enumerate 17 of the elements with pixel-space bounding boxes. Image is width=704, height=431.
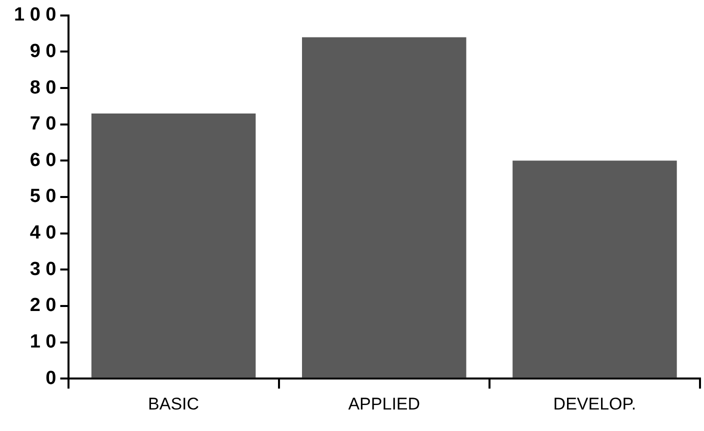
y-tick-label: 8 0: [30, 77, 56, 98]
y-tick-label: 9 0: [30, 40, 56, 62]
y-tick-label: 3 0: [30, 258, 56, 280]
bar: [512, 160, 677, 378]
x-tick-label: DEVELOP.: [553, 394, 636, 414]
x-tick-label: APPLIED: [348, 394, 420, 414]
bar: [302, 37, 466, 378]
y-tick-label: 7 0: [30, 114, 56, 135]
y-tick-label: 1 0: [30, 332, 56, 353]
y-tick-label: 0: [46, 368, 56, 389]
y-tick-label: 1 0 0: [14, 4, 56, 26]
y-tick-label: 6 0: [30, 150, 56, 171]
y-tick-label: 5 0: [30, 186, 56, 208]
bar: [91, 113, 256, 378]
x-tick-label: BASIC: [148, 394, 200, 414]
y-tick-label: 2 0: [30, 295, 56, 316]
y-tick-label: 4 0: [30, 222, 56, 244]
